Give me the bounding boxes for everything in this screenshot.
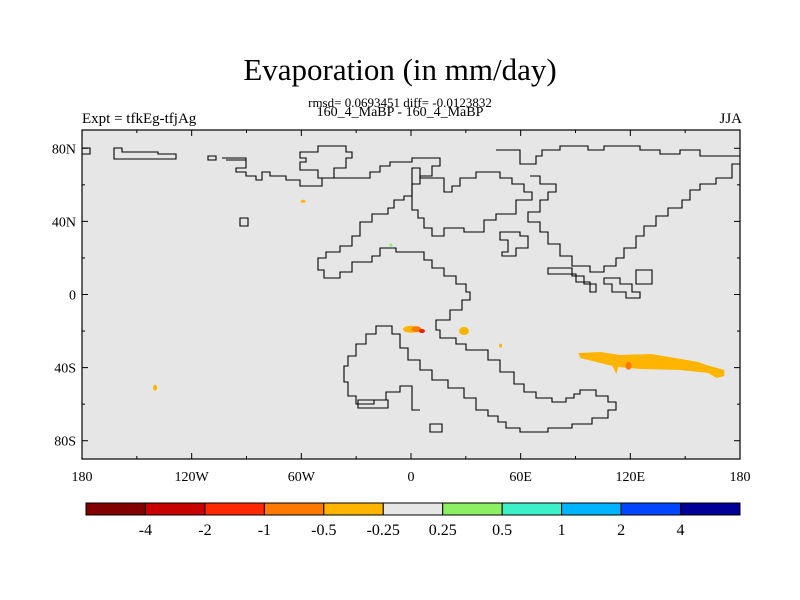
- coastline-greenland: [299, 145, 353, 179]
- experiment-label: Expt = tfkEg-tfjAg: [82, 111, 197, 127]
- colorbar-swatch: [501, 502, 563, 516]
- coastline-antarctic-tip: [429, 423, 443, 433]
- coastline-sea-inlet: [499, 231, 529, 257]
- coastline-antarctic-west: [357, 399, 389, 409]
- colorbar-swatch: [382, 502, 444, 516]
- y-tick-label: 80N: [52, 142, 76, 157]
- x-tick-label: 60W: [288, 470, 316, 485]
- colorbar-swatch: [442, 502, 503, 516]
- anomaly-region: [459, 327, 470, 336]
- subtitle: 160_4_MaBP - 160_4_MaBP: [316, 105, 484, 120]
- y-tick-label: 40N: [52, 215, 76, 230]
- anomaly-region: [153, 384, 158, 391]
- map-background: [82, 130, 740, 459]
- colorbar-swatch: [263, 502, 325, 516]
- colorbar-swatch: [620, 502, 682, 516]
- anomaly-region: [578, 351, 725, 378]
- anomaly-region: [418, 329, 425, 334]
- colorbar-label: -0.25: [367, 522, 400, 539]
- anomaly-region: [499, 343, 503, 348]
- colorbar-swatch: [680, 502, 741, 516]
- colorbar-label: 0.5: [492, 522, 512, 539]
- x-tick-label: 180: [730, 470, 751, 485]
- colorbar-swatch: [85, 502, 146, 516]
- coastline-eurasia-north: [496, 145, 740, 165]
- coastline-gulf: [547, 267, 597, 293]
- y-tick-label: 40S: [54, 362, 76, 377]
- plot-title: Evaporation (in mm/day): [243, 52, 557, 87]
- colorbar-swatch: [144, 502, 206, 516]
- anomaly-region: [300, 199, 306, 203]
- coastline-arctic-island: [113, 147, 177, 160]
- colorbar-label: 0.25: [429, 522, 457, 539]
- y-tick-label: 80S: [54, 435, 76, 450]
- coastline-north-loop: [411, 167, 533, 237]
- colorbar-label: 1: [558, 522, 566, 539]
- coastline-island-box: [635, 269, 653, 285]
- x-tick-label: 60E: [509, 470, 532, 485]
- x-axis-labels: 180 120W 60W 0 60E 120E 180: [72, 470, 751, 485]
- coastline-north-atlantic: [222, 157, 617, 433]
- anomaly-region: [389, 243, 393, 247]
- y-axis-labels: 80N 40N 0 40S 80S: [52, 142, 76, 449]
- coastline-eurasia-east: [527, 163, 740, 273]
- colorbar-label: -2: [198, 522, 211, 539]
- colorbar-swatch: [561, 502, 622, 516]
- coastline-southeast-islands: [603, 277, 641, 299]
- axis-ticks: [81, 130, 741, 459]
- colorbar-label: 2: [617, 522, 625, 539]
- colorbar-label: -1: [258, 522, 271, 539]
- x-tick-label: 0: [408, 470, 415, 485]
- colorbar-label: 4: [677, 522, 685, 539]
- y-tick-label: 0: [69, 289, 76, 304]
- colorbar-swatch: [323, 502, 384, 516]
- x-tick-label: 120W: [175, 470, 210, 485]
- stats-line: rmsd= 0.0693451 diff= -0.0123832: [308, 95, 492, 110]
- colorbar-label: -0.5: [311, 522, 336, 539]
- colorbar: [85, 502, 741, 516]
- anomaly-region: [625, 361, 632, 370]
- season-label: JJA: [719, 111, 742, 127]
- x-tick-label: 180: [72, 470, 93, 485]
- coastlines: [82, 145, 740, 433]
- colorbar-labels: -4 -2 -1 -0.5 -0.25 0.25 0.5 1 2 4: [139, 522, 685, 539]
- colorbar-label: -4: [139, 522, 152, 539]
- x-tick-label: 120E: [616, 470, 646, 485]
- anomaly-region: [411, 326, 422, 333]
- colorbar-swatch: [204, 502, 265, 516]
- anomaly-layer: [153, 199, 725, 391]
- coastline-arctic-island-small: [207, 155, 217, 161]
- coastline-west-coast: [239, 217, 249, 227]
